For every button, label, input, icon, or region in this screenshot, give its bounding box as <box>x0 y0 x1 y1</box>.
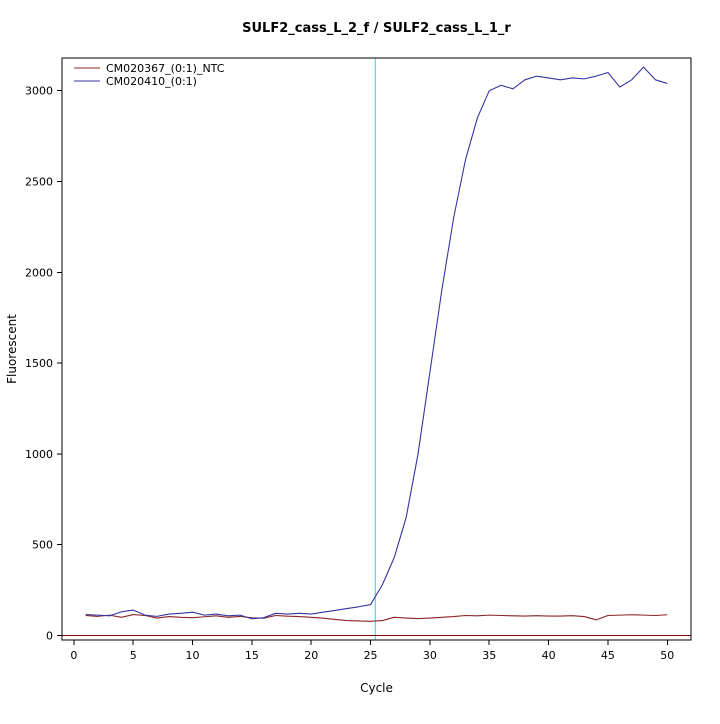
y-tick-label: 2500 <box>25 175 53 188</box>
y-tick-label: 2000 <box>25 266 53 279</box>
x-tick-label: 50 <box>660 649 674 662</box>
legend-label: CM020410_(0:1) <box>106 75 197 88</box>
plot-border <box>61 57 692 641</box>
series-line-CM020367_(0:1)_NTC <box>85 614 668 622</box>
x-tick-label: 20 <box>304 649 318 662</box>
x-axis-label: Cycle <box>360 681 393 695</box>
y-tick-label: 3000 <box>25 85 53 98</box>
legend-label: CM020367_(0:1)_NTC <box>106 62 225 75</box>
series-lines <box>85 66 668 622</box>
x-tick-label: 35 <box>482 649 496 662</box>
x-tick-label: 10 <box>186 649 200 662</box>
x-tick-label: 40 <box>542 649 556 662</box>
x-tick-label: 30 <box>423 649 437 662</box>
y-tick-label: 1000 <box>25 448 53 461</box>
x-axis: 0 5 10 15 20 25 30 35 40 45 50 <box>70 640 674 662</box>
x-tick-label: 0 <box>70 649 77 662</box>
chart-title: SULF2_cass_L_2_f / SULF2_cass_L_1_r <box>242 21 511 36</box>
y-axis-label: Fluorescent <box>5 314 19 384</box>
x-tick-label: 45 <box>601 649 615 662</box>
y-tick-label: 500 <box>32 539 53 552</box>
y-tick-label: 1500 <box>25 357 53 370</box>
reference-lines <box>62 58 691 640</box>
y-axis: 0 500 1000 1500 2000 2500 3000 <box>25 85 62 642</box>
x-tick-label: 15 <box>245 649 259 662</box>
x-tick-label: 25 <box>364 649 378 662</box>
y-tick-label: 0 <box>46 629 53 642</box>
x-tick-label: 5 <box>130 649 137 662</box>
series-line-CM020410_(0:1) <box>85 66 668 620</box>
